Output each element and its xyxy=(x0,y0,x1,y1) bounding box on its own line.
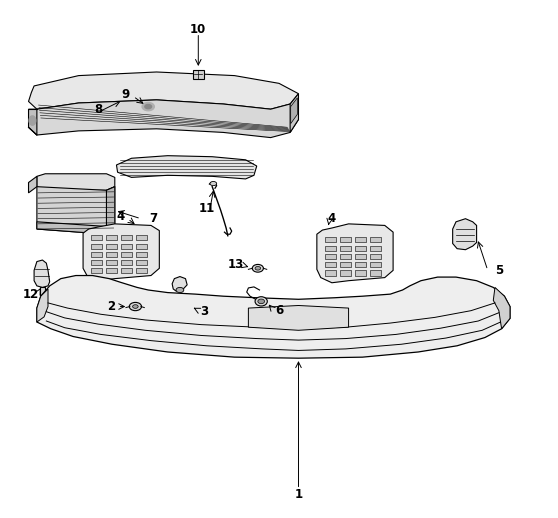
Polygon shape xyxy=(325,254,336,259)
Polygon shape xyxy=(325,246,336,251)
Polygon shape xyxy=(453,219,477,250)
Ellipse shape xyxy=(129,303,142,311)
Polygon shape xyxy=(34,260,50,287)
Polygon shape xyxy=(172,277,187,291)
Polygon shape xyxy=(291,98,297,124)
Polygon shape xyxy=(493,287,510,329)
Polygon shape xyxy=(355,262,366,267)
Polygon shape xyxy=(91,235,102,240)
Polygon shape xyxy=(37,276,510,358)
Polygon shape xyxy=(193,70,204,79)
Polygon shape xyxy=(91,260,102,265)
Polygon shape xyxy=(136,252,147,257)
Text: 3: 3 xyxy=(200,305,208,318)
Polygon shape xyxy=(370,246,381,251)
Polygon shape xyxy=(28,100,299,138)
Polygon shape xyxy=(136,243,147,249)
Polygon shape xyxy=(37,186,115,234)
Polygon shape xyxy=(325,237,336,242)
Polygon shape xyxy=(121,260,132,265)
Ellipse shape xyxy=(252,264,263,272)
Polygon shape xyxy=(370,237,381,242)
Polygon shape xyxy=(121,268,132,274)
Polygon shape xyxy=(290,94,299,133)
Polygon shape xyxy=(248,306,349,330)
Ellipse shape xyxy=(29,116,36,125)
Ellipse shape xyxy=(145,105,152,109)
Polygon shape xyxy=(91,268,102,274)
Text: 7: 7 xyxy=(150,212,158,225)
Polygon shape xyxy=(121,243,132,249)
Polygon shape xyxy=(28,176,37,193)
Polygon shape xyxy=(28,72,299,109)
Ellipse shape xyxy=(210,181,217,185)
Text: 6: 6 xyxy=(275,304,283,317)
Polygon shape xyxy=(106,260,117,265)
Ellipse shape xyxy=(176,287,184,293)
Polygon shape xyxy=(136,268,147,274)
Polygon shape xyxy=(355,237,366,242)
Text: 4: 4 xyxy=(116,210,124,223)
Polygon shape xyxy=(37,174,115,190)
Polygon shape xyxy=(106,243,117,249)
Ellipse shape xyxy=(133,305,138,308)
Polygon shape xyxy=(340,246,351,251)
Text: 2: 2 xyxy=(107,300,115,313)
Polygon shape xyxy=(106,235,117,240)
Polygon shape xyxy=(136,260,147,265)
Polygon shape xyxy=(136,235,147,240)
Polygon shape xyxy=(340,262,351,267)
Polygon shape xyxy=(180,295,198,310)
Polygon shape xyxy=(91,243,102,249)
Text: 5: 5 xyxy=(495,264,503,277)
Polygon shape xyxy=(83,224,160,281)
Polygon shape xyxy=(37,289,48,322)
Ellipse shape xyxy=(258,299,264,304)
Polygon shape xyxy=(340,270,351,276)
Polygon shape xyxy=(370,270,381,276)
Polygon shape xyxy=(325,270,336,276)
Polygon shape xyxy=(355,254,366,259)
Polygon shape xyxy=(355,246,366,251)
Ellipse shape xyxy=(255,266,261,270)
Polygon shape xyxy=(355,270,366,276)
Text: 11: 11 xyxy=(199,202,215,215)
Polygon shape xyxy=(317,224,393,283)
Polygon shape xyxy=(121,235,132,240)
Text: 9: 9 xyxy=(122,88,130,101)
Ellipse shape xyxy=(255,297,267,306)
Polygon shape xyxy=(340,237,351,242)
Text: 12: 12 xyxy=(23,287,40,300)
Polygon shape xyxy=(325,262,336,267)
Ellipse shape xyxy=(142,103,155,111)
Polygon shape xyxy=(340,254,351,259)
Text: 10: 10 xyxy=(190,23,206,36)
Polygon shape xyxy=(106,268,117,274)
Polygon shape xyxy=(37,222,115,234)
Polygon shape xyxy=(370,262,381,267)
Polygon shape xyxy=(28,109,37,135)
Text: 8: 8 xyxy=(94,103,102,116)
Polygon shape xyxy=(370,254,381,259)
Text: 13: 13 xyxy=(228,257,244,271)
Polygon shape xyxy=(106,252,117,257)
Polygon shape xyxy=(117,156,257,179)
Polygon shape xyxy=(107,186,115,234)
Text: 1: 1 xyxy=(295,487,302,500)
Polygon shape xyxy=(91,252,102,257)
Text: 4: 4 xyxy=(328,212,336,225)
Polygon shape xyxy=(40,287,45,298)
Polygon shape xyxy=(121,252,132,257)
